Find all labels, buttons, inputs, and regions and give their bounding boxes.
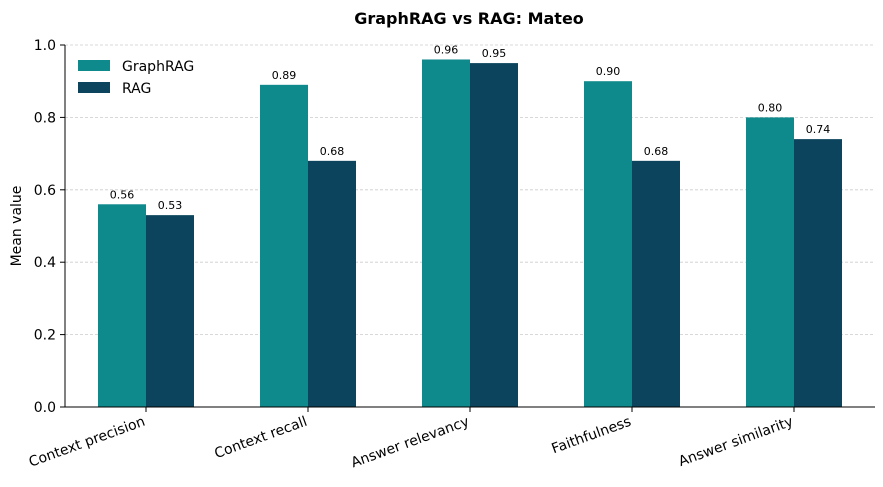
x-tick-label: Context precision <box>27 414 148 471</box>
legend-label-rag: RAG <box>122 81 151 97</box>
data-label: 0.90 <box>596 65 621 78</box>
data-label: 0.95 <box>482 47 507 60</box>
y-tick-label: 0.6 <box>34 183 56 199</box>
bar-graphrag-4 <box>746 117 794 408</box>
bar-graphrag-0 <box>98 204 146 407</box>
data-label: 0.68 <box>644 145 669 158</box>
data-label: 0.56 <box>110 188 135 201</box>
data-label: 0.80 <box>758 101 783 114</box>
bar-rag-4 <box>794 139 842 407</box>
y-tick-label: 0.8 <box>34 110 56 126</box>
bar-graphrag-2 <box>422 59 470 407</box>
bar-rag-0 <box>146 215 194 407</box>
bar-graphrag-3 <box>584 81 632 407</box>
data-labels-group: 0.56 0.53 0.89 0.68 0.96 0.95 0.90 0.68 0.80 0.74 <box>110 43 831 212</box>
bar-graphrag-1 <box>260 84 308 407</box>
bar-rag-3 <box>632 160 680 407</box>
y-tick-label: 1.0 <box>34 38 56 54</box>
x-tick-label: Faithfulness <box>550 414 634 458</box>
y-axis-label: Mean value <box>9 186 25 267</box>
legend-swatch-graphrag <box>78 60 110 71</box>
data-label: 0.96 <box>434 43 459 56</box>
data-label: 0.74 <box>806 123 831 136</box>
bar-rag-2 <box>470 63 518 407</box>
legend: GraphRAG RAG <box>78 59 194 97</box>
bar-rag-1 <box>308 160 356 407</box>
legend-label-graphrag: GraphRAG <box>122 59 194 75</box>
x-tick-label: Context recall <box>212 414 309 462</box>
x-tick-label: Answer relevancy <box>349 414 471 472</box>
data-label: 0.68 <box>320 145 345 158</box>
data-label: 0.53 <box>158 199 183 212</box>
data-label: 0.89 <box>272 69 297 82</box>
y-tick-label: 0.2 <box>34 328 56 344</box>
y-tick-label: 0.4 <box>34 255 56 271</box>
bars-group <box>98 59 842 408</box>
x-tick-label: Answer similarity <box>677 414 796 470</box>
legend-swatch-rag <box>78 82 110 93</box>
y-tick-label: 0.0 <box>34 400 56 416</box>
chart-title: GraphRAG vs RAG: Mateo <box>354 9 584 28</box>
